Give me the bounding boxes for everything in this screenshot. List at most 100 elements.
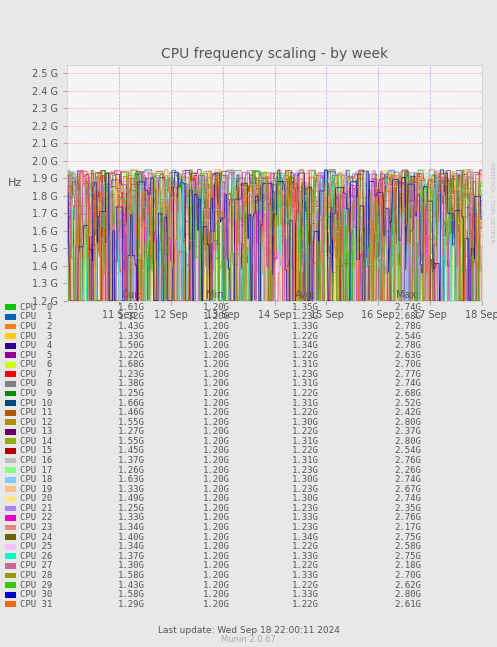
Text: CPU 25: CPU 25 xyxy=(20,542,52,551)
Text: 1.20G: 1.20G xyxy=(203,542,230,551)
Text: 1.22G: 1.22G xyxy=(292,351,319,360)
Text: Min:: Min: xyxy=(206,290,227,300)
Text: 1.49G: 1.49G xyxy=(118,494,145,503)
Text: 2.75G: 2.75G xyxy=(394,532,421,542)
Text: 1.25G: 1.25G xyxy=(118,504,145,513)
Text: 1.20G: 1.20G xyxy=(203,303,230,312)
Text: 2.76G: 2.76G xyxy=(394,456,421,465)
Text: 1.20G: 1.20G xyxy=(203,475,230,484)
Text: 1.20G: 1.20G xyxy=(203,590,230,599)
Text: CPU  7: CPU 7 xyxy=(20,370,52,379)
Text: 1.38G: 1.38G xyxy=(118,379,145,388)
Text: 1.68G: 1.68G xyxy=(118,360,145,369)
Text: 1.33G: 1.33G xyxy=(292,590,319,599)
Text: 1.20G: 1.20G xyxy=(203,523,230,532)
Text: 1.31G: 1.31G xyxy=(292,437,319,446)
Text: 1.20G: 1.20G xyxy=(203,427,230,436)
Text: RRDTOOL / TOBI OETIKER: RRDTOOL / TOBI OETIKER xyxy=(490,162,495,243)
Text: 1.31G: 1.31G xyxy=(292,456,319,465)
Text: 1.30G: 1.30G xyxy=(292,475,319,484)
Text: 2.58G: 2.58G xyxy=(394,542,421,551)
Text: 1.20G: 1.20G xyxy=(203,389,230,398)
Text: 1.23G: 1.23G xyxy=(292,466,319,475)
Text: 1.20G: 1.20G xyxy=(203,437,230,446)
Text: 1.33G: 1.33G xyxy=(292,514,319,523)
Text: 2.54G: 2.54G xyxy=(394,331,421,340)
Text: 1.22G: 1.22G xyxy=(118,351,145,360)
Text: 1.55G: 1.55G xyxy=(118,437,145,446)
Text: CPU  3: CPU 3 xyxy=(20,331,52,340)
Text: 1.43G: 1.43G xyxy=(118,322,145,331)
Text: 2.68G: 2.68G xyxy=(394,389,421,398)
Text: 2.70G: 2.70G xyxy=(394,360,421,369)
Text: 2.17G: 2.17G xyxy=(394,523,421,532)
Text: 1.34G: 1.34G xyxy=(292,341,319,350)
Text: 1.58G: 1.58G xyxy=(118,590,145,599)
Text: 1.22G: 1.22G xyxy=(292,408,319,417)
Text: 1.22G: 1.22G xyxy=(292,427,319,436)
Text: CPU 16: CPU 16 xyxy=(20,456,52,465)
Text: 1.20G: 1.20G xyxy=(203,322,230,331)
Text: 2.76G: 2.76G xyxy=(394,514,421,523)
Text: 1.20G: 1.20G xyxy=(203,485,230,494)
Text: 2.68G: 2.68G xyxy=(394,313,421,322)
Text: 1.20G: 1.20G xyxy=(203,446,230,455)
Text: 1.23G: 1.23G xyxy=(292,370,319,379)
Text: 1.20G: 1.20G xyxy=(203,571,230,580)
Text: CPU 29: CPU 29 xyxy=(20,580,52,589)
Text: 1.33G: 1.33G xyxy=(292,571,319,580)
Text: 1.30G: 1.30G xyxy=(292,418,319,427)
Text: 1.20G: 1.20G xyxy=(203,313,230,322)
Text: CPU 12: CPU 12 xyxy=(20,418,52,427)
Text: CPU  0: CPU 0 xyxy=(20,303,52,312)
Text: 1.23G: 1.23G xyxy=(292,313,319,322)
Text: 2.42G: 2.42G xyxy=(394,408,421,417)
Text: CPU  9: CPU 9 xyxy=(20,389,52,398)
Text: CPU 31: CPU 31 xyxy=(20,600,52,609)
Text: 1.33G: 1.33G xyxy=(118,331,145,340)
Text: Max:: Max: xyxy=(396,290,419,300)
Text: 2.63G: 2.63G xyxy=(394,351,421,360)
Text: 1.20G: 1.20G xyxy=(203,418,230,427)
Text: 1.20G: 1.20G xyxy=(203,580,230,589)
Text: Last update: Wed Sep 18 22:00:11 2024: Last update: Wed Sep 18 22:00:11 2024 xyxy=(158,626,339,635)
Text: 2.61G: 2.61G xyxy=(394,600,421,609)
Text: 2.37G: 2.37G xyxy=(394,427,421,436)
Text: 1.20G: 1.20G xyxy=(203,379,230,388)
Text: 1.32G: 1.32G xyxy=(118,313,145,322)
Text: 1.20G: 1.20G xyxy=(203,600,230,609)
Text: 2.74G: 2.74G xyxy=(394,379,421,388)
Text: 1.23G: 1.23G xyxy=(292,485,319,494)
Text: CPU 22: CPU 22 xyxy=(20,514,52,523)
Text: 2.26G: 2.26G xyxy=(394,466,421,475)
Text: 1.20G: 1.20G xyxy=(203,504,230,513)
Text: 1.20G: 1.20G xyxy=(203,456,230,465)
Text: 1.25G: 1.25G xyxy=(118,389,145,398)
Text: 1.30G: 1.30G xyxy=(118,562,145,571)
Text: 1.20G: 1.20G xyxy=(203,466,230,475)
Text: CPU 23: CPU 23 xyxy=(20,523,52,532)
Text: Munin 2.0.67: Munin 2.0.67 xyxy=(221,635,276,644)
Text: CPU  5: CPU 5 xyxy=(20,351,52,360)
Text: 1.20G: 1.20G xyxy=(203,532,230,542)
Text: 1.20G: 1.20G xyxy=(203,331,230,340)
Text: 1.20G: 1.20G xyxy=(203,399,230,408)
Text: 1.29G: 1.29G xyxy=(118,600,145,609)
Text: CPU 27: CPU 27 xyxy=(20,562,52,571)
Text: 1.58G: 1.58G xyxy=(118,571,145,580)
Text: CPU 14: CPU 14 xyxy=(20,437,52,446)
Text: CPU 19: CPU 19 xyxy=(20,485,52,494)
Text: 1.43G: 1.43G xyxy=(118,580,145,589)
Text: 1.27G: 1.27G xyxy=(118,427,145,436)
Text: 1.55G: 1.55G xyxy=(118,418,145,427)
Text: 2.18G: 2.18G xyxy=(394,562,421,571)
Text: 1.34G: 1.34G xyxy=(292,532,319,542)
Text: 1.33G: 1.33G xyxy=(118,514,145,523)
Text: 1.46G: 1.46G xyxy=(118,408,145,417)
Text: 1.23G: 1.23G xyxy=(292,504,319,513)
Text: 1.20G: 1.20G xyxy=(203,341,230,350)
Text: 1.22G: 1.22G xyxy=(292,446,319,455)
Text: 2.74G: 2.74G xyxy=(394,494,421,503)
Text: 1.22G: 1.22G xyxy=(292,562,319,571)
Text: 1.50G: 1.50G xyxy=(118,341,145,350)
